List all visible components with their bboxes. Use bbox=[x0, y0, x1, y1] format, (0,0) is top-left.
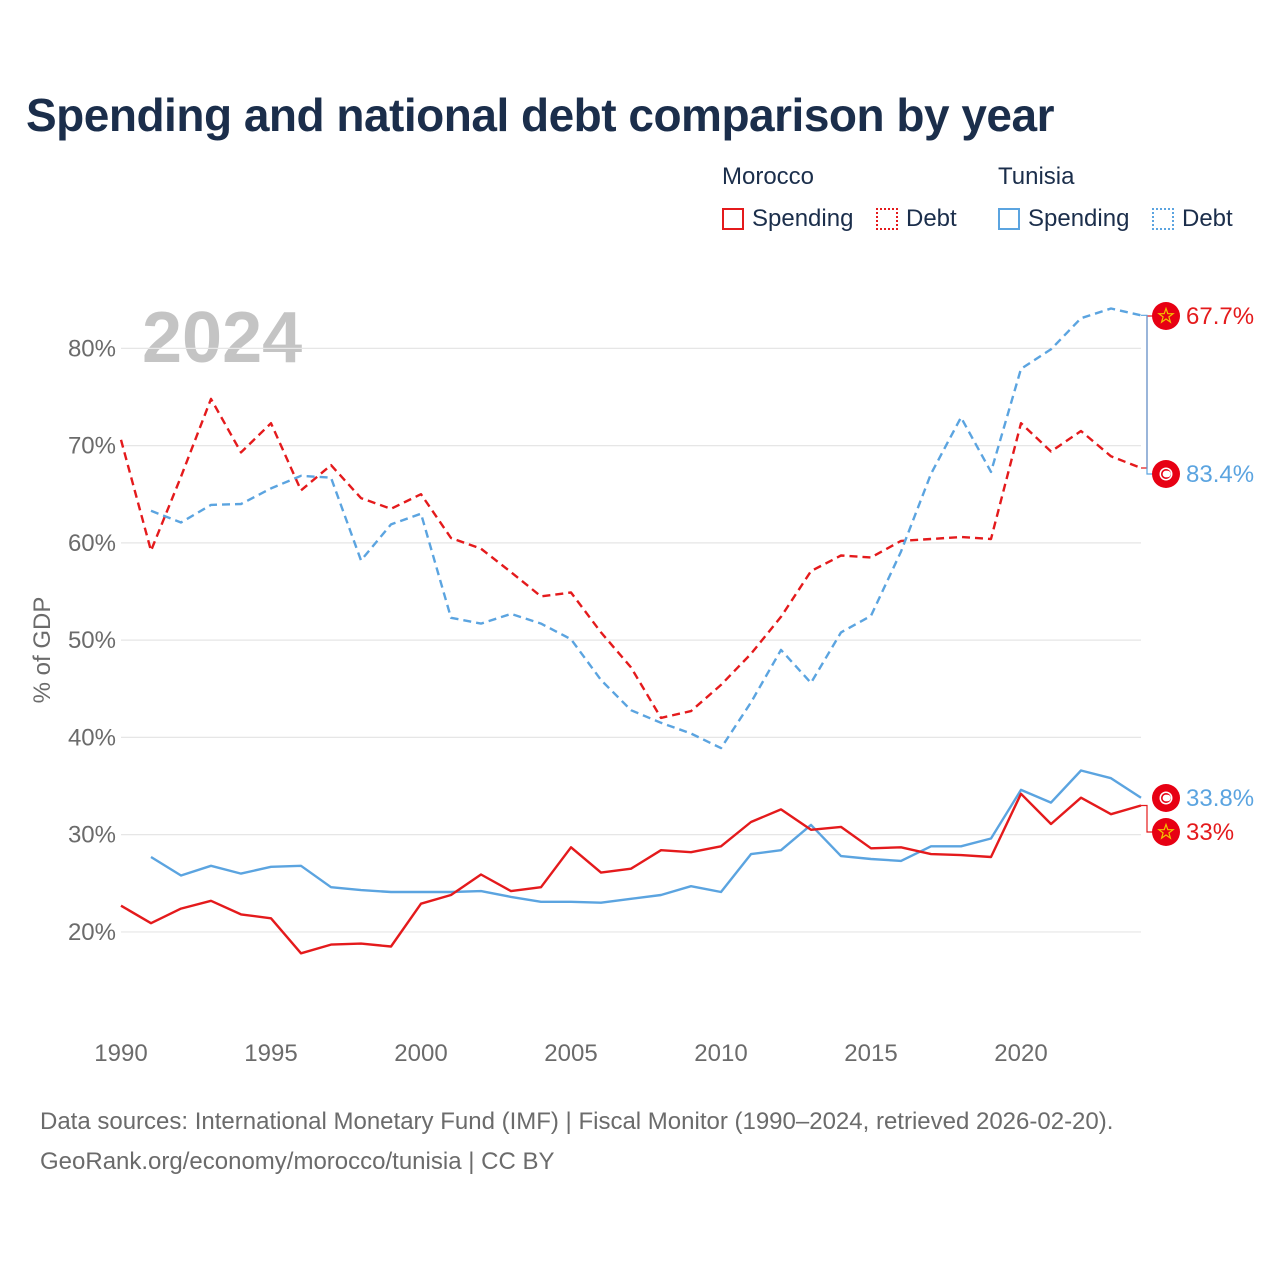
flag-star bbox=[1157, 306, 1175, 324]
end-value-label: 83.4% bbox=[1186, 461, 1254, 488]
x-tick-label: 1995 bbox=[244, 1040, 297, 1067]
footer-sources: Data sources: International Monetary Fun… bbox=[40, 1108, 1114, 1135]
chart-title: Spending and national debt comparison by… bbox=[26, 89, 1055, 141]
x-tick-label: 1990 bbox=[94, 1040, 147, 1067]
x-tick-label: 2000 bbox=[394, 1040, 447, 1067]
x-tick-label: 2010 bbox=[694, 1040, 747, 1067]
y-tick-label: 20% bbox=[68, 919, 116, 946]
series-line-tunisia-debt[interactable] bbox=[150, 307, 1142, 750]
legend-swatch-morocco-spending bbox=[722, 208, 744, 230]
legend-item-morocco-spending[interactable]: Spending bbox=[722, 205, 853, 233]
y-axis-label: % of GDP bbox=[29, 597, 56, 704]
legend-label: Spending bbox=[752, 205, 854, 232]
legend-item-morocco-debt[interactable]: Debt bbox=[876, 205, 957, 233]
legend-item-tunisia-debt[interactable]: Debt bbox=[1152, 205, 1233, 233]
x-tick-label: 2015 bbox=[844, 1040, 897, 1067]
label-connector bbox=[1141, 314, 1153, 475]
flag-crescent-cut bbox=[1164, 794, 1171, 802]
series-line-morocco-spending[interactable] bbox=[120, 792, 1142, 955]
y-tick-label: 30% bbox=[68, 822, 116, 849]
footer-credit: GeoRank.org/economy/morocco/tunisia | CC… bbox=[40, 1148, 555, 1175]
legend-label: Debt bbox=[1182, 205, 1233, 232]
legend-swatch-tunisia-debt bbox=[1152, 208, 1174, 230]
series-line-tunisia-spending[interactable] bbox=[150, 769, 1142, 904]
y-tick-label: 60% bbox=[68, 530, 116, 557]
x-tick-label: 2020 bbox=[994, 1040, 1047, 1067]
x-axis-ticks: 1990 1995 2000 2005 2010 2015 2020 bbox=[94, 1040, 1047, 1067]
y-tick-label: 80% bbox=[68, 335, 116, 362]
flag-crescent-cut bbox=[1164, 470, 1171, 478]
legend-swatch-morocco-debt bbox=[876, 208, 898, 230]
x-tick-label: 2005 bbox=[544, 1040, 597, 1067]
legend-item-tunisia-spending[interactable]: Spending bbox=[998, 205, 1129, 233]
morocco-flag-icon bbox=[1152, 302, 1180, 330]
legend-group-tunisia: Tunisia bbox=[998, 163, 1075, 190]
y-tick-label: 50% bbox=[68, 627, 116, 654]
legend-label: Debt bbox=[906, 205, 957, 232]
end-value-label: 33% bbox=[1186, 819, 1234, 846]
flag-star bbox=[1157, 822, 1175, 840]
series-line-morocco-debt[interactable] bbox=[119, 397, 1142, 720]
end-value-label: 33.8% bbox=[1186, 785, 1254, 812]
label-connector bbox=[1141, 804, 1153, 833]
y-tick-label: 70% bbox=[68, 433, 116, 460]
year-watermark: 2024 bbox=[142, 298, 302, 378]
y-tick-label: 40% bbox=[68, 724, 116, 751]
legend-swatch-tunisia-spending bbox=[998, 208, 1020, 230]
legend-label: Spending bbox=[1028, 205, 1130, 232]
morocco-flag-icon bbox=[1152, 818, 1180, 846]
legend-group-morocco: Morocco bbox=[722, 163, 815, 190]
y-axis-ticks: 20% 30% 40% 50% 60% 70% 80% bbox=[68, 335, 116, 946]
end-labels: 67.7% 83.4% 33.8% 33% bbox=[1141, 302, 1254, 846]
end-value-label: 67.7% bbox=[1186, 303, 1254, 330]
series-layer bbox=[119, 307, 1142, 955]
grid-layer bbox=[121, 347, 1141, 933]
